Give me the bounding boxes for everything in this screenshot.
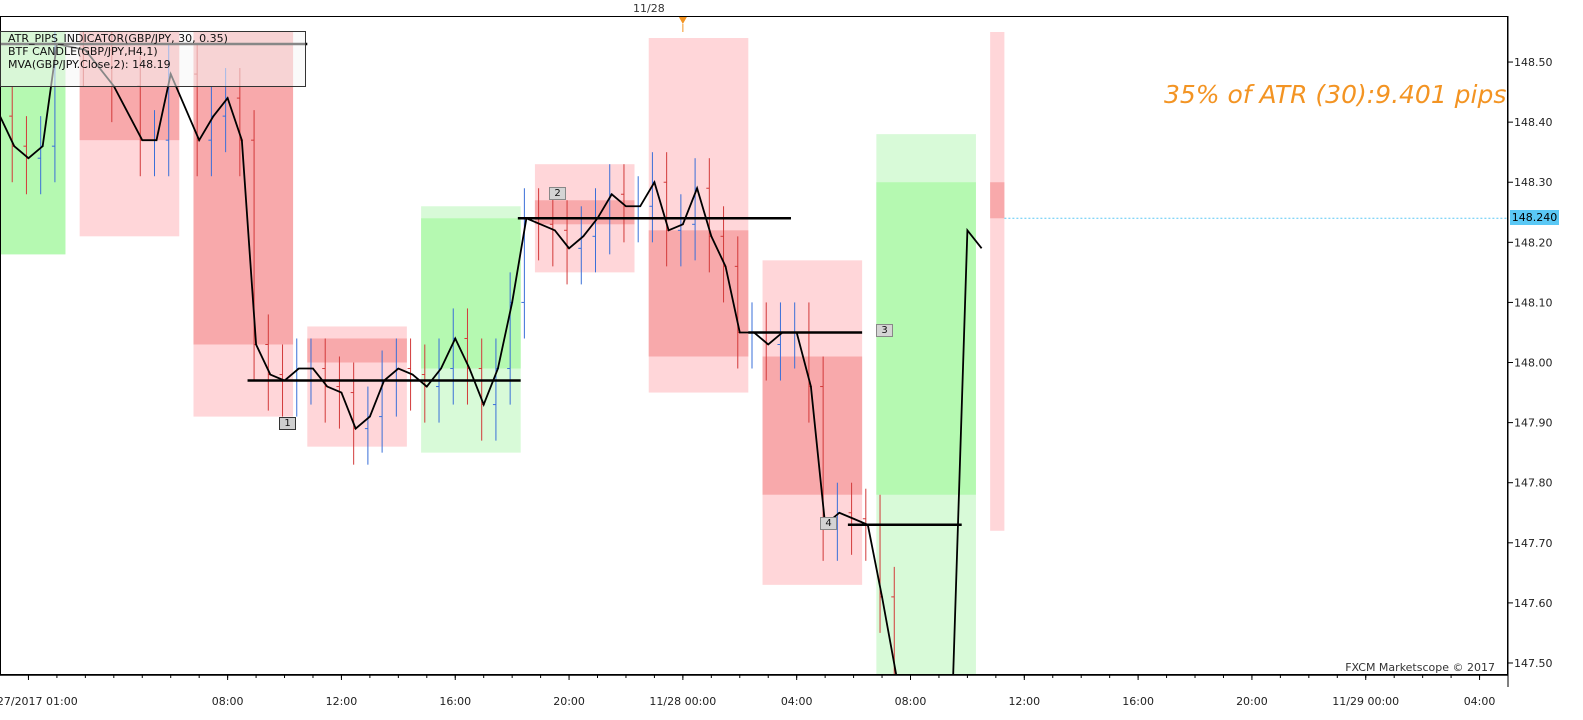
marker-2[interactable]: 2: [549, 187, 566, 200]
y-tick-label-7: 147.80: [1514, 477, 1553, 490]
x-tick-label-7: 08:00: [895, 695, 927, 708]
top-date-label: 11/28: [633, 2, 665, 15]
indicator-mva: MVA(GBP/JPY.Close,2): 148.19: [8, 58, 171, 71]
h4-candle-body-3: [307, 338, 407, 363]
h4-candle-body-7: [762, 356, 863, 495]
x-tick-label-6: 04:00: [781, 695, 813, 708]
y-tick-label-3: 148.20: [1514, 236, 1553, 249]
mva-line: [0, 42, 898, 675]
x-tick-label-11: 11/29 00:00: [1332, 695, 1399, 708]
current-price-badge: 148.240: [1510, 210, 1559, 225]
marker-3[interactable]: 3: [876, 324, 893, 337]
x-tick-label-8: 12:00: [1008, 695, 1040, 708]
x-tick-label-0: 11/27/2017 01:00: [0, 695, 78, 708]
indicator-atr-pips: ATR_PIPS_INDICATOR(GBP/JPY, 30, 0.35): [8, 32, 228, 45]
x-tick-label-2: 12:00: [326, 695, 358, 708]
y-tick-label-0: 148.50: [1514, 56, 1553, 69]
h4-candle-body-6: [648, 230, 749, 357]
copyright-text: FXCM Marketscope © 2017: [1345, 661, 1495, 674]
x-tick-label-4: 20:00: [553, 695, 585, 708]
y-tick-label-5: 148.00: [1514, 357, 1553, 370]
mva-line-segment: [952, 227, 983, 675]
y-tick-label-10: 147.50: [1514, 657, 1553, 670]
marker-4[interactable]: 4: [820, 517, 837, 530]
x-tick-label-3: 16:00: [439, 695, 471, 708]
h4-candle-body-8: [876, 182, 976, 495]
y-tick-label-2: 148.30: [1514, 176, 1553, 189]
marker-1[interactable]: 1: [279, 417, 296, 430]
indicator-legend: ATR_PIPS_INDICATOR(GBP/JPY, 30, 0.35) BT…: [0, 31, 306, 87]
indicator-btf-candle: BTF CANDLE(GBP/JPY,H4,1): [8, 45, 158, 58]
y-tick-label-8: 147.70: [1514, 537, 1553, 550]
range-box-9: [990, 32, 1005, 531]
y-tick-label-4: 148.10: [1514, 296, 1553, 309]
x-tick-label-12: 04:00: [1464, 695, 1496, 708]
x-tick-label-1: 08:00: [212, 695, 244, 708]
x-tick-label-9: 16:00: [1122, 695, 1154, 708]
date-marker-icon: [678, 17, 687, 24]
h4-candle-body-5: [534, 200, 635, 225]
atr-annotation: 35% of ATR (30):9.401 pips: [1164, 80, 1507, 109]
h4-candle-body-9: [990, 182, 1005, 219]
y-tick-label-1: 148.40: [1514, 116, 1553, 129]
x-tick-label-5: 11/28 00:00: [649, 695, 716, 708]
h4-candle-body-4: [421, 218, 521, 369]
y-tick-label-6: 147.90: [1514, 417, 1553, 430]
plot-area: [0, 32, 1005, 675]
x-tick-label-10: 20:00: [1236, 695, 1268, 708]
y-tick-label-9: 147.60: [1514, 597, 1553, 610]
